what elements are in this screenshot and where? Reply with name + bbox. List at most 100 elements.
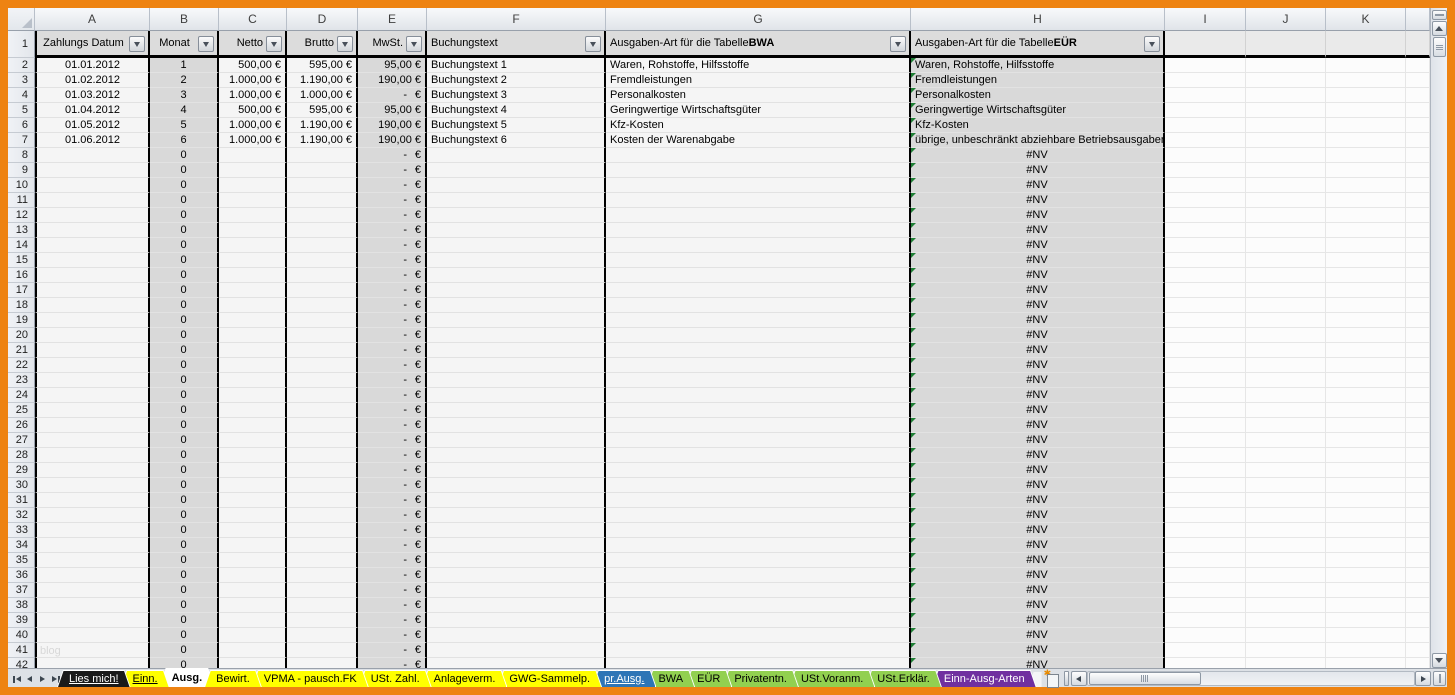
- row-header-26[interactable]: 26: [8, 418, 35, 433]
- cell-e12[interactable]: - €: [358, 208, 427, 223]
- header-ausgaben-art-eur[interactable]: Ausgaben-Art für die Tabelle EÜR: [911, 31, 1165, 58]
- cell-g35[interactable]: [606, 553, 911, 568]
- cell-b31[interactable]: 0: [150, 493, 219, 508]
- cell-a37[interactable]: [35, 583, 150, 598]
- cell-i38[interactable]: [1165, 598, 1246, 613]
- row-header-14[interactable]: 14: [8, 238, 35, 253]
- cell-b11[interactable]: 0: [150, 193, 219, 208]
- cell-i3[interactable]: [1165, 73, 1246, 88]
- cell-e31[interactable]: - €: [358, 493, 427, 508]
- cell-d27[interactable]: [287, 433, 358, 448]
- row-header-35[interactable]: 35: [8, 553, 35, 568]
- cell-a30[interactable]: [35, 478, 150, 493]
- cell-c18[interactable]: [219, 298, 287, 313]
- cell-j18[interactable]: [1246, 298, 1326, 313]
- cell-d22[interactable]: [287, 358, 358, 373]
- cell-h19[interactable]: #NV: [911, 313, 1165, 328]
- sheet-tab-anlageverm[interactable]: Anlageverm.: [422, 670, 508, 687]
- row-header-11[interactable]: 11: [8, 193, 35, 208]
- cell-k3[interactable]: [1326, 73, 1406, 88]
- cell-i25[interactable]: [1165, 403, 1246, 418]
- sheet-tab-pr-ausg[interactable]: pr.Ausg.: [592, 670, 656, 687]
- row-header-36[interactable]: 36: [8, 568, 35, 583]
- sheet-tab-vpma-pausch-fk[interactable]: VPMA - pausch.FK: [252, 670, 369, 687]
- scroll-right-button[interactable]: [1415, 671, 1431, 686]
- cell-a3[interactable]: 01.02.2012: [35, 73, 150, 88]
- cell-e3[interactable]: 190,00 €: [358, 73, 427, 88]
- scroll-up-button[interactable]: [1431, 21, 1447, 36]
- cell-i6[interactable]: [1165, 118, 1246, 133]
- cell-d12[interactable]: [287, 208, 358, 223]
- cell-i5[interactable]: [1165, 103, 1246, 118]
- cell-j12[interactable]: [1246, 208, 1326, 223]
- cell-h29[interactable]: #NV: [911, 463, 1165, 478]
- cell-a38[interactable]: [35, 598, 150, 613]
- horizontal-scroll-thumb[interactable]: [1088, 672, 1201, 685]
- row-header-24[interactable]: 24: [8, 388, 35, 403]
- cell-k36[interactable]: [1326, 568, 1406, 583]
- cell-c6[interactable]: 1.000,00 €: [219, 118, 287, 133]
- cell-h18[interactable]: #NV: [911, 298, 1165, 313]
- row-header-40[interactable]: 40: [8, 628, 35, 643]
- cell-b12[interactable]: 0: [150, 208, 219, 223]
- cell-f22[interactable]: [427, 358, 606, 373]
- cell-k20[interactable]: [1326, 328, 1406, 343]
- cell-f40[interactable]: [427, 628, 606, 643]
- cell-j30[interactable]: [1246, 478, 1326, 493]
- cell-b41[interactable]: 0: [150, 643, 219, 658]
- tab-scroll-prev-button[interactable]: [23, 671, 36, 687]
- cell-a27[interactable]: [35, 433, 150, 448]
- column-header-g[interactable]: G: [606, 8, 911, 31]
- cell-i12[interactable]: [1165, 208, 1246, 223]
- cell-f19[interactable]: [427, 313, 606, 328]
- cell-d36[interactable]: [287, 568, 358, 583]
- cell-i2[interactable]: [1165, 58, 1246, 73]
- row-header-29[interactable]: 29: [8, 463, 35, 478]
- cell-j24[interactable]: [1246, 388, 1326, 403]
- scrollbar-resize-handle[interactable]: [1433, 671, 1446, 686]
- cell-h42[interactable]: #NV: [911, 658, 1165, 668]
- cell-j2[interactable]: [1246, 58, 1326, 73]
- row-header-19[interactable]: 19: [8, 313, 35, 328]
- cell-i23[interactable]: [1165, 373, 1246, 388]
- cell-j38[interactable]: [1246, 598, 1326, 613]
- cell-f33[interactable]: [427, 523, 606, 538]
- cell-i30[interactable]: [1165, 478, 1246, 493]
- cell-b29[interactable]: 0: [150, 463, 219, 478]
- cell-g9[interactable]: [606, 163, 911, 178]
- cell-k5[interactable]: [1326, 103, 1406, 118]
- cell-i40[interactable]: [1165, 628, 1246, 643]
- cell-f31[interactable]: [427, 493, 606, 508]
- cell-g29[interactable]: [606, 463, 911, 478]
- row-header-20[interactable]: 20: [8, 328, 35, 343]
- cell-g26[interactable]: [606, 418, 911, 433]
- row-header-10[interactable]: 10: [8, 178, 35, 193]
- cell-f10[interactable]: [427, 178, 606, 193]
- cell-a12[interactable]: [35, 208, 150, 223]
- cell-k24[interactable]: [1326, 388, 1406, 403]
- cell-d24[interactable]: [287, 388, 358, 403]
- cell-h27[interactable]: #NV: [911, 433, 1165, 448]
- select-all-corner[interactable]: [8, 8, 35, 31]
- cell-k22[interactable]: [1326, 358, 1406, 373]
- cell-d4[interactable]: 1.000,00 €: [287, 88, 358, 103]
- row-header-27[interactable]: 27: [8, 433, 35, 448]
- cell-c19[interactable]: [219, 313, 287, 328]
- cell-d30[interactable]: [287, 478, 358, 493]
- cell-i11[interactable]: [1165, 193, 1246, 208]
- cell-k18[interactable]: [1326, 298, 1406, 313]
- cell-k15[interactable]: [1326, 253, 1406, 268]
- cell-h37[interactable]: #NV: [911, 583, 1165, 598]
- cell-j13[interactable]: [1246, 223, 1326, 238]
- cell-b35[interactable]: 0: [150, 553, 219, 568]
- cell-j35[interactable]: [1246, 553, 1326, 568]
- cell-h31[interactable]: #NV: [911, 493, 1165, 508]
- cell-b17[interactable]: 0: [150, 283, 219, 298]
- cell-h11[interactable]: #NV: [911, 193, 1165, 208]
- cell-h41[interactable]: #NV: [911, 643, 1165, 658]
- column-header-j[interactable]: J: [1246, 8, 1326, 31]
- cell-d8[interactable]: [287, 148, 358, 163]
- vertical-scroll-thumb[interactable]: [1432, 37, 1446, 57]
- cell-k4[interactable]: [1326, 88, 1406, 103]
- cell-k17[interactable]: [1326, 283, 1406, 298]
